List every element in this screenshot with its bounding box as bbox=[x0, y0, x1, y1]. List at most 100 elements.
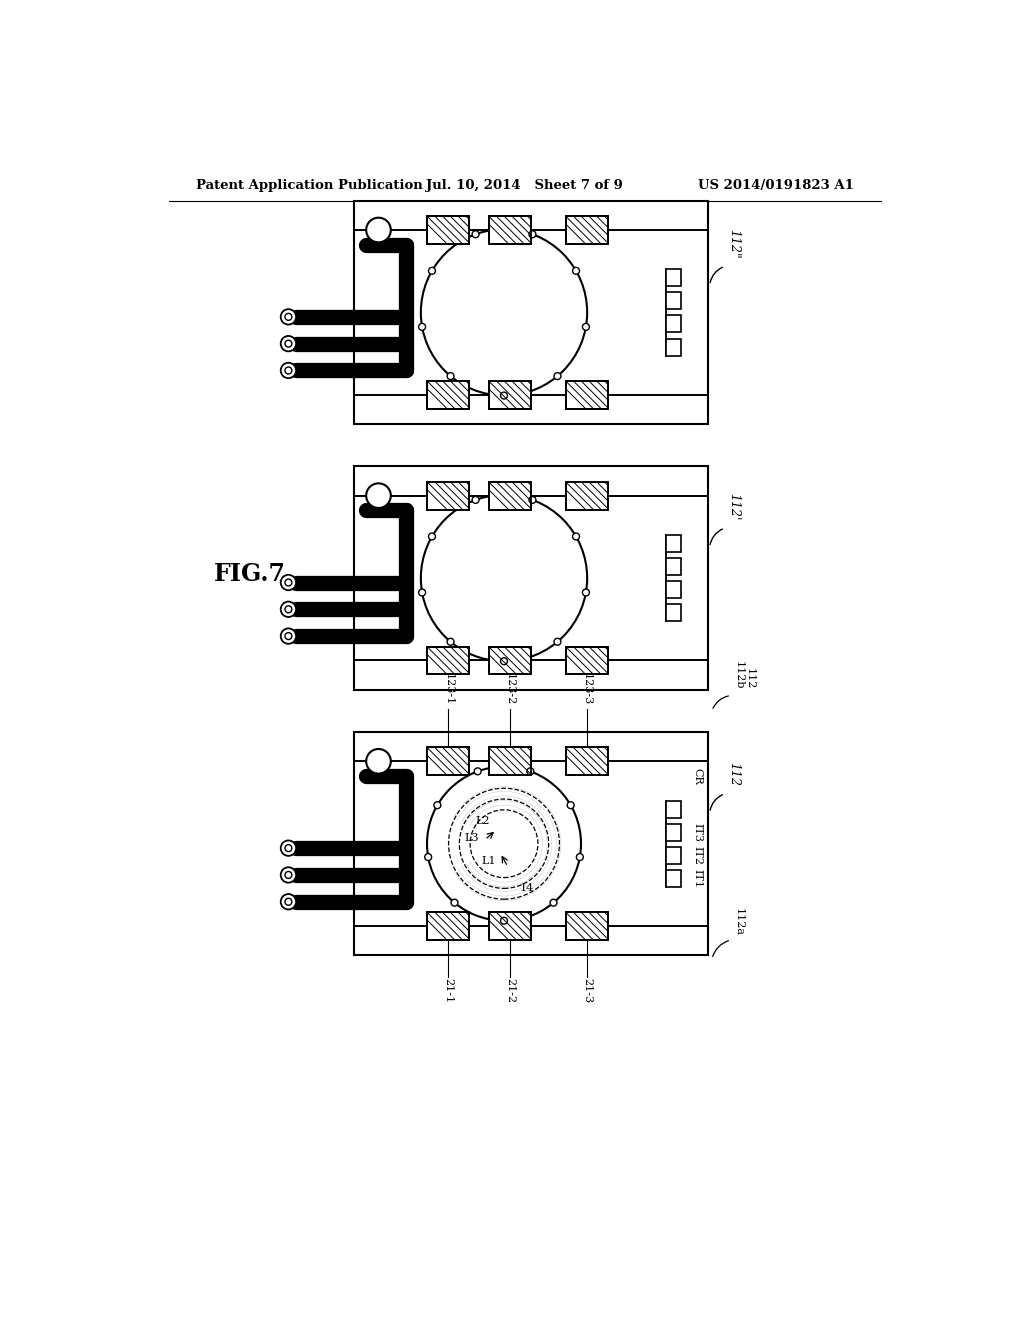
Bar bbox=[488, 381, 531, 409]
Circle shape bbox=[285, 632, 292, 640]
Text: 112': 112' bbox=[727, 492, 740, 520]
Circle shape bbox=[421, 495, 587, 661]
Circle shape bbox=[285, 606, 292, 612]
Circle shape bbox=[367, 483, 391, 508]
Circle shape bbox=[583, 323, 590, 330]
Circle shape bbox=[529, 231, 536, 238]
Circle shape bbox=[428, 533, 435, 540]
Bar bbox=[565, 216, 608, 244]
Circle shape bbox=[447, 372, 454, 380]
Circle shape bbox=[421, 230, 587, 396]
Circle shape bbox=[428, 268, 435, 275]
Circle shape bbox=[577, 854, 584, 861]
Bar bbox=[666, 581, 681, 598]
Circle shape bbox=[285, 871, 292, 878]
Text: L1: L1 bbox=[481, 855, 496, 866]
Bar bbox=[488, 912, 531, 940]
Circle shape bbox=[572, 533, 580, 540]
Circle shape bbox=[447, 639, 454, 645]
Circle shape bbox=[554, 372, 561, 380]
Text: 123-2: 123-2 bbox=[505, 673, 515, 705]
Bar bbox=[354, 201, 708, 424]
Circle shape bbox=[572, 268, 580, 275]
Text: FIG.7: FIG.7 bbox=[214, 562, 286, 586]
Bar bbox=[666, 800, 681, 817]
Circle shape bbox=[285, 367, 292, 374]
Circle shape bbox=[281, 841, 296, 855]
Circle shape bbox=[472, 496, 479, 503]
Bar bbox=[427, 647, 469, 675]
Bar bbox=[488, 482, 531, 510]
Text: 21-3: 21-3 bbox=[582, 978, 592, 1003]
Text: 112: 112 bbox=[745, 668, 755, 689]
Circle shape bbox=[527, 768, 534, 775]
Bar bbox=[427, 216, 469, 244]
Bar bbox=[427, 912, 469, 940]
Bar bbox=[488, 912, 531, 940]
Circle shape bbox=[425, 854, 432, 861]
Bar bbox=[565, 912, 608, 940]
Circle shape bbox=[281, 894, 296, 909]
Circle shape bbox=[285, 313, 292, 321]
Circle shape bbox=[285, 579, 292, 586]
Text: L3: L3 bbox=[465, 833, 479, 842]
Circle shape bbox=[501, 657, 508, 665]
Bar bbox=[427, 647, 469, 675]
Bar bbox=[666, 870, 681, 887]
Circle shape bbox=[501, 917, 508, 924]
Bar bbox=[666, 535, 681, 552]
Text: 112: 112 bbox=[727, 762, 740, 785]
Circle shape bbox=[281, 363, 296, 378]
Text: Jul. 10, 2014   Sheet 7 of 9: Jul. 10, 2014 Sheet 7 of 9 bbox=[426, 178, 624, 191]
Circle shape bbox=[285, 341, 292, 347]
Circle shape bbox=[281, 309, 296, 325]
Bar bbox=[488, 482, 531, 510]
Bar bbox=[666, 315, 681, 333]
Bar bbox=[427, 482, 469, 510]
Bar bbox=[666, 293, 681, 309]
Circle shape bbox=[367, 218, 391, 243]
Bar bbox=[427, 216, 469, 244]
Text: 21-1: 21-1 bbox=[443, 978, 454, 1003]
Bar bbox=[666, 605, 681, 622]
Circle shape bbox=[419, 589, 426, 595]
Circle shape bbox=[434, 801, 440, 809]
Text: 112": 112" bbox=[727, 228, 740, 259]
Bar bbox=[666, 269, 681, 286]
Bar bbox=[427, 747, 469, 775]
Circle shape bbox=[281, 337, 296, 351]
Circle shape bbox=[554, 639, 561, 645]
Text: L2: L2 bbox=[475, 816, 489, 825]
Bar bbox=[488, 647, 531, 675]
Circle shape bbox=[285, 899, 292, 906]
Circle shape bbox=[501, 392, 508, 399]
Circle shape bbox=[451, 899, 458, 906]
Bar bbox=[354, 733, 708, 956]
Bar bbox=[666, 339, 681, 355]
Circle shape bbox=[529, 496, 536, 503]
Bar bbox=[565, 216, 608, 244]
Bar bbox=[565, 747, 608, 775]
Bar bbox=[565, 482, 608, 510]
Text: CR: CR bbox=[692, 768, 702, 785]
Bar bbox=[565, 482, 608, 510]
Bar bbox=[565, 381, 608, 409]
Text: IT3: IT3 bbox=[692, 822, 702, 842]
Circle shape bbox=[367, 748, 391, 774]
Bar bbox=[666, 824, 681, 841]
Bar bbox=[427, 381, 469, 409]
Circle shape bbox=[472, 231, 479, 238]
Bar bbox=[565, 647, 608, 675]
Text: 112a: 112a bbox=[733, 908, 743, 936]
Circle shape bbox=[550, 899, 557, 906]
Text: 14: 14 bbox=[520, 883, 535, 894]
Text: 123-1: 123-1 bbox=[443, 673, 454, 705]
Bar bbox=[488, 747, 531, 775]
Bar bbox=[666, 558, 681, 576]
Circle shape bbox=[583, 589, 590, 595]
Circle shape bbox=[474, 768, 481, 775]
Bar bbox=[565, 647, 608, 675]
Bar bbox=[565, 381, 608, 409]
Text: 112b: 112b bbox=[733, 661, 743, 689]
Text: Patent Application Publication: Patent Application Publication bbox=[196, 178, 423, 191]
